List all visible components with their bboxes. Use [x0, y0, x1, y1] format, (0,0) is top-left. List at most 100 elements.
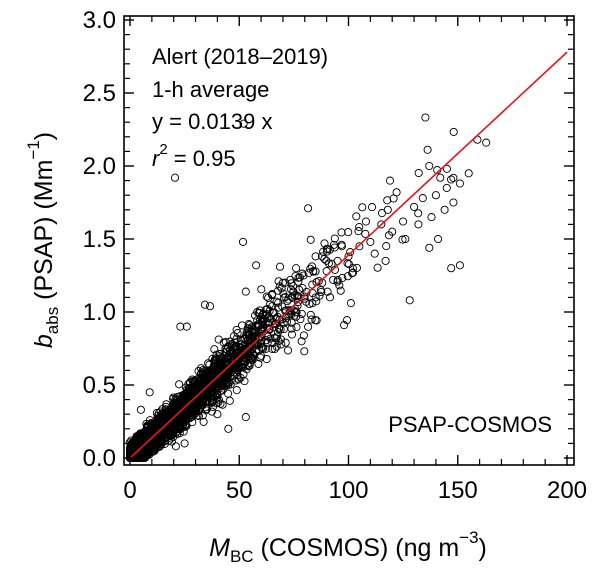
data-point [392, 188, 401, 197]
data-point [455, 179, 464, 188]
data-point [300, 292, 309, 301]
data-point [292, 264, 301, 273]
data-point [361, 217, 371, 226]
data-point [200, 300, 209, 309]
data-point [213, 410, 222, 419]
data-point [322, 256, 331, 265]
data-point [254, 359, 263, 368]
ticks-layer: 0 50 100 150 200 0.0 0.5 1.0 1.5 2.0 2.5 3.0 [83, 7, 587, 504]
data-point [155, 438, 164, 447]
data-point [449, 173, 458, 182]
data-point [206, 373, 215, 382]
data-point [425, 161, 434, 171]
data-point [214, 335, 223, 344]
data-point [325, 293, 335, 302]
data-point [207, 407, 216, 416]
data-point [245, 348, 254, 357]
data-point [297, 309, 306, 318]
data-point [297, 337, 306, 346]
data-point [418, 194, 427, 203]
data-point [238, 237, 248, 246]
data-point [442, 183, 451, 192]
data-point [268, 344, 277, 353]
x-tick-label: 50 [226, 477, 253, 504]
data-point [215, 358, 224, 367]
data-point [296, 315, 305, 324]
y-tick-label: 0.0 [83, 445, 116, 472]
data-point [346, 299, 355, 308]
data-point [210, 345, 219, 354]
data-point [455, 261, 464, 270]
data-point [388, 227, 397, 236]
data-point [373, 263, 382, 272]
data-point [232, 325, 241, 334]
data-point [482, 138, 491, 147]
data-point [414, 209, 423, 218]
data-point [348, 264, 357, 273]
data-point [245, 336, 254, 345]
data-point [315, 291, 324, 300]
panel-label: PSAP-COSMOS [388, 412, 552, 437]
data-point [274, 298, 283, 307]
data-point [241, 287, 250, 296]
data-point [340, 321, 349, 330]
annotation-line-2: 1-h average [152, 77, 269, 102]
data-point [361, 229, 370, 238]
data-point [254, 328, 263, 337]
data-point [274, 286, 283, 295]
data-point [449, 127, 458, 136]
data-point [221, 379, 230, 389]
data-point [311, 293, 320, 302]
data-point [335, 281, 344, 290]
y-axis-label: babs (PSAP) (Mm−1) [24, 132, 62, 348]
data-point [370, 249, 379, 258]
data-point [423, 145, 432, 154]
data-point [307, 262, 317, 271]
data-point [299, 271, 308, 280]
data-point [299, 331, 308, 340]
data-point [136, 405, 145, 414]
data-point [126, 444, 135, 453]
data-point [414, 168, 423, 178]
data-point [344, 252, 353, 261]
data-point [141, 448, 150, 457]
data-point [308, 289, 317, 298]
data-point [197, 364, 206, 373]
data-point [242, 328, 251, 337]
data-point [197, 388, 206, 398]
data-point [320, 254, 329, 264]
data-point [398, 235, 407, 244]
data-point [309, 267, 318, 276]
data-point [287, 310, 296, 319]
data-point [256, 315, 265, 324]
data-point [346, 248, 355, 257]
data-point [175, 380, 184, 389]
data-point [227, 350, 236, 359]
data-point [292, 323, 301, 332]
data-point [216, 382, 225, 391]
data-point [251, 321, 260, 330]
data-point [208, 354, 217, 364]
data-point [337, 228, 346, 237]
data-point [323, 245, 332, 254]
data-point [311, 252, 320, 261]
data-point [246, 347, 255, 356]
data-point [141, 439, 150, 448]
data-point [329, 275, 338, 284]
data-point [257, 351, 266, 360]
data-point [174, 424, 183, 434]
data-point [223, 364, 232, 373]
data-point [265, 306, 274, 315]
data-point [239, 359, 248, 368]
data-point [442, 164, 451, 173]
data-point [405, 296, 414, 305]
data-point [188, 387, 197, 396]
data-point [178, 419, 187, 428]
data-point [217, 354, 226, 363]
data-point [383, 205, 392, 214]
data-point [338, 273, 347, 283]
data-point [241, 357, 250, 366]
data-point [185, 396, 194, 405]
annotation-line-1: Alert (2018–2019) [152, 44, 328, 69]
data-point [262, 292, 271, 301]
